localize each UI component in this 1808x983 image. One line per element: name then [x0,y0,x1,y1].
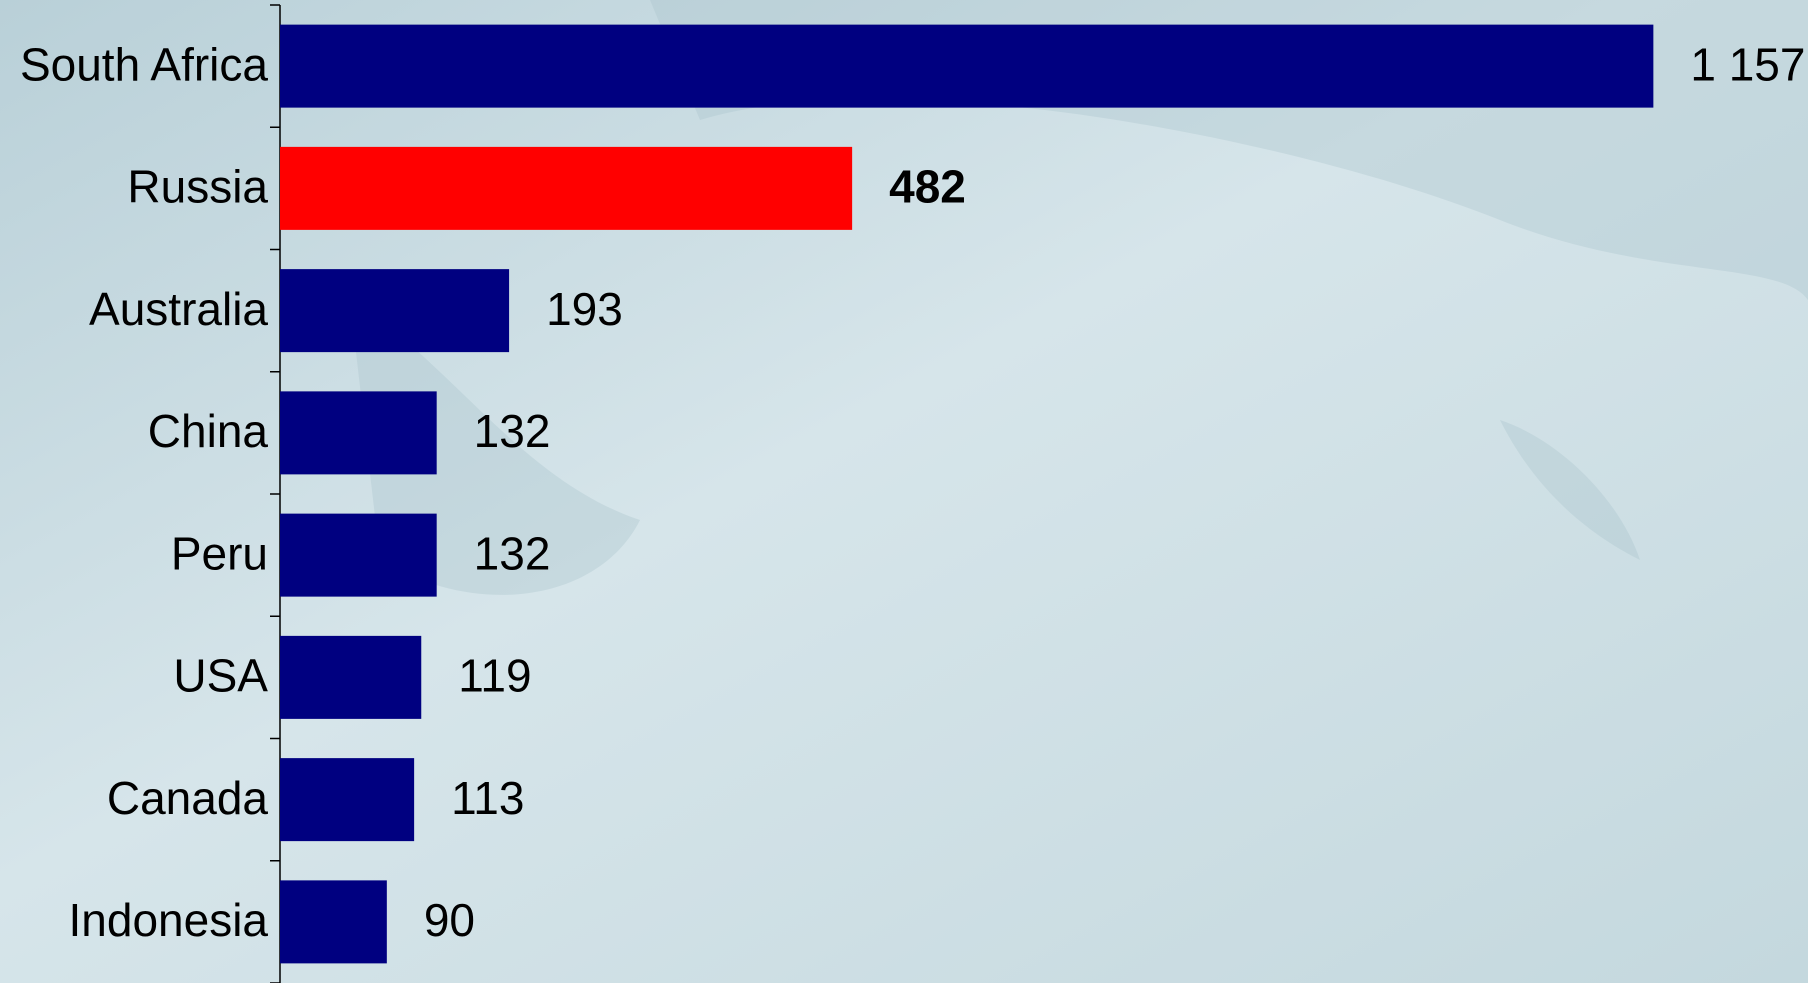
category-label: Australia [89,283,268,335]
bar [280,146,853,230]
category-label: Russia [127,161,268,213]
bar [280,24,1654,108]
category-label: USA [173,650,268,702]
value-label: 132 [474,527,551,579]
category-label: Indonesia [69,894,269,946]
bar [280,391,437,475]
bar [280,513,437,597]
bar [280,635,422,719]
category-label: China [148,405,269,457]
value-label: 113 [451,772,524,824]
bar [280,880,387,964]
category-label: Peru [171,527,268,579]
value-label: 119 [458,650,531,702]
category-label: South Africa [20,38,268,90]
value-label: 193 [546,283,623,335]
bar [280,758,415,842]
value-label: 132 [474,405,551,457]
bar [280,269,510,353]
value-label: 90 [424,894,475,946]
category-label: Canada [107,772,269,824]
value-label: 1 157 [1690,38,1805,90]
value-label: 482 [889,161,966,213]
